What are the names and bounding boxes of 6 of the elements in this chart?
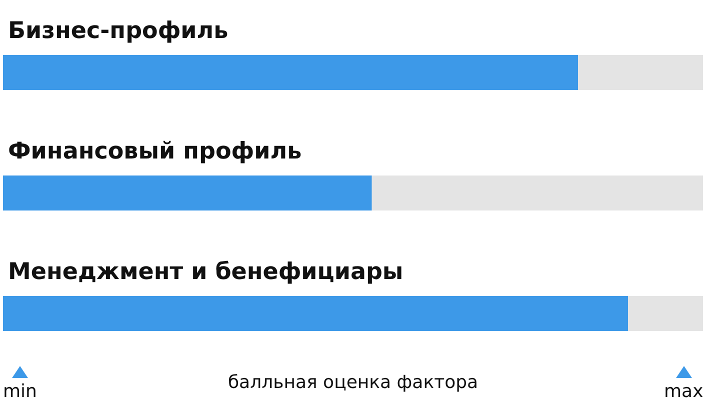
text: max [664,381,704,402]
text: min [3,381,37,402]
y-tick-label: Менеджмент и бенефициары [8,259,404,285]
y-tick-label: Финансовый профиль [8,138,302,164]
x-axis-title: балльная оценка фактора [228,372,478,393]
y-tick-label: Бизнес-профиль [8,18,228,44]
